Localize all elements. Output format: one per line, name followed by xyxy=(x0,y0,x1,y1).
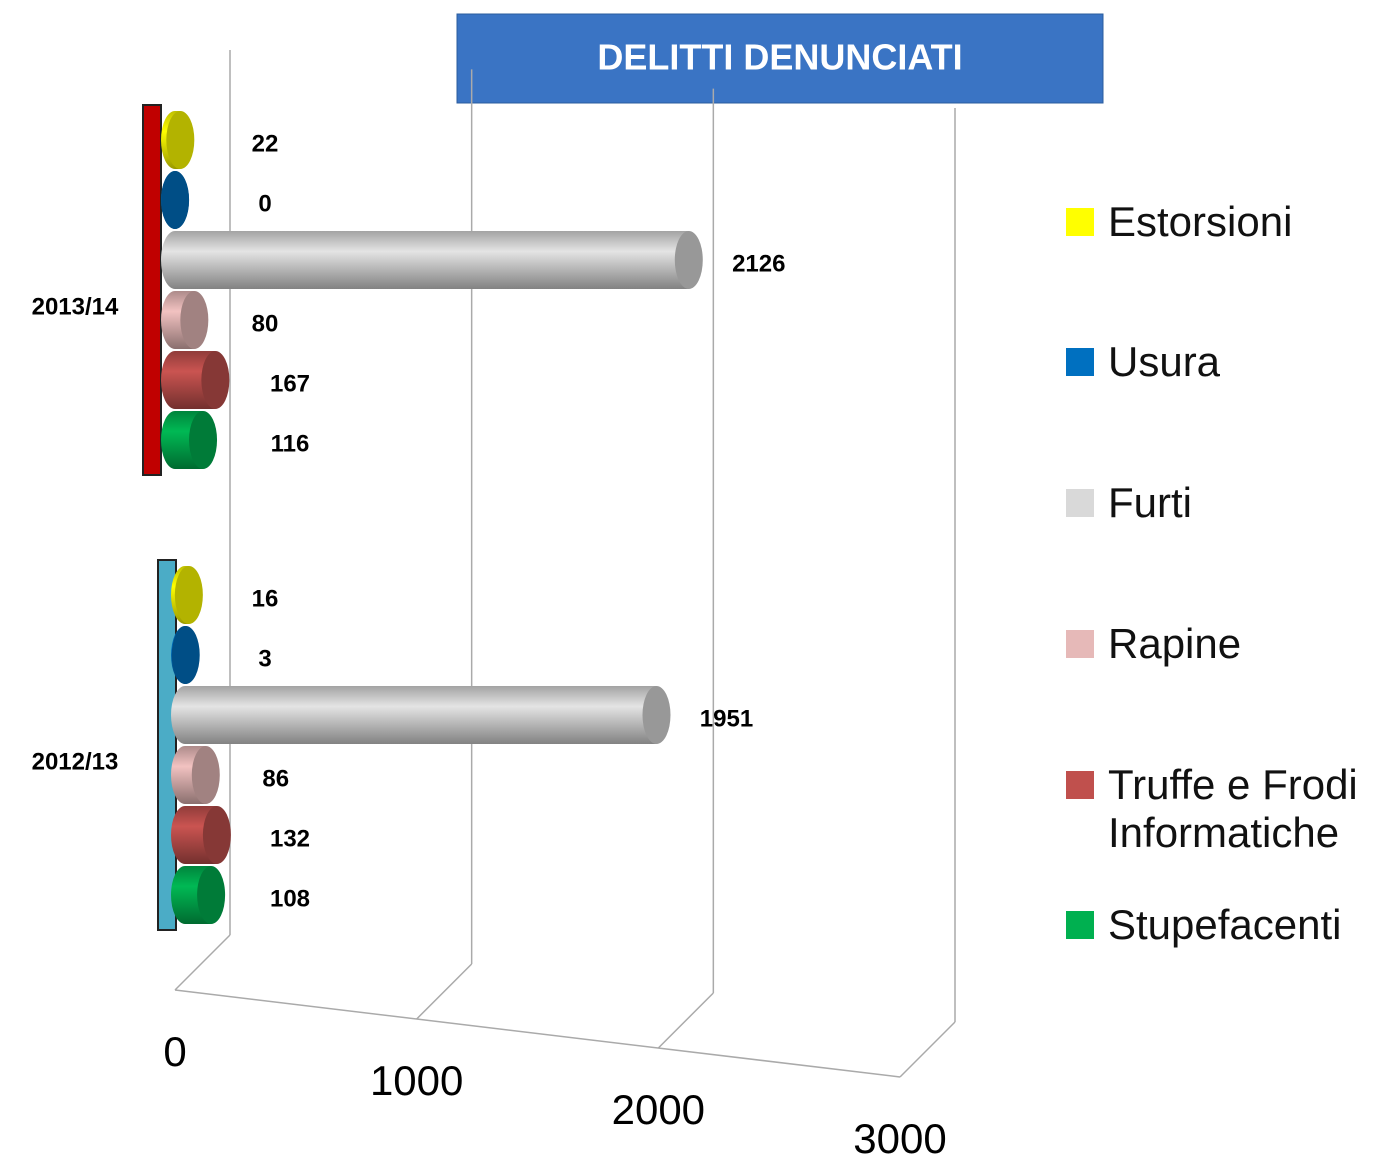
legend-item: Usura xyxy=(1066,338,1386,386)
value-label: 132 xyxy=(270,825,310,852)
bar-cap-right xyxy=(674,231,703,289)
legend-swatch xyxy=(1066,771,1094,799)
bar-cap-right xyxy=(201,351,230,409)
bar-cap-left xyxy=(161,231,189,289)
legend-label: Stupefacenti xyxy=(1108,901,1342,948)
bar xyxy=(161,171,190,229)
value-label: 167 xyxy=(270,370,310,397)
bar xyxy=(171,746,220,804)
legend-item: Truffe e Frodi Informatiche xyxy=(1066,761,1386,857)
y-tick-label: 2013/14 xyxy=(32,293,119,320)
x-tick-label: 3000 xyxy=(853,1115,946,1162)
title-box xyxy=(456,13,1104,104)
bar-cap-right xyxy=(191,746,220,804)
x-tick-label: 2000 xyxy=(612,1086,705,1133)
legend-label: Rapine xyxy=(1108,620,1242,667)
x-tick-label: 1000 xyxy=(370,1057,463,1104)
value-label: 80 xyxy=(252,310,279,337)
bar-cap-right xyxy=(189,411,218,469)
bar-cap-left xyxy=(161,411,189,469)
bar xyxy=(171,566,203,624)
legend-swatch xyxy=(1066,489,1094,517)
value-label: 2126 xyxy=(732,250,785,277)
legend-label: Usura xyxy=(1108,338,1221,385)
bar-cap-right xyxy=(202,806,231,864)
category-band xyxy=(157,559,177,931)
bar-cap-left xyxy=(161,351,189,409)
value-label: 3 xyxy=(258,645,271,672)
legend-item: Furti xyxy=(1066,479,1386,527)
bar xyxy=(171,866,226,924)
legend-swatch xyxy=(1066,911,1094,939)
value-label: 1951 xyxy=(700,705,753,732)
floor-line xyxy=(899,1021,956,1078)
legend-swatch xyxy=(1066,348,1094,376)
floor-line xyxy=(657,992,714,1049)
bar-cap-right xyxy=(161,171,190,229)
bar-body xyxy=(185,686,657,744)
floor-edge xyxy=(174,989,901,1078)
legend-swatch xyxy=(1066,630,1094,658)
floor-line xyxy=(416,963,473,1020)
floor-line xyxy=(174,934,231,991)
bar-cap-left xyxy=(171,806,199,864)
bar-cap-right xyxy=(166,111,195,169)
chart-title: DELITTI DENUNCIATI xyxy=(597,37,962,78)
value-label: 0 xyxy=(258,190,271,217)
legend-label: Furti xyxy=(1108,479,1192,526)
bar-cap-right xyxy=(197,866,226,924)
legend-item: Estorsioni xyxy=(1066,198,1386,246)
bar xyxy=(161,111,195,169)
bar xyxy=(171,626,200,684)
bar xyxy=(161,411,218,469)
legend-item: Stupefacenti xyxy=(1066,901,1386,949)
bar-cap-right xyxy=(174,566,203,624)
bar xyxy=(171,806,231,864)
x-tick-label: 0 xyxy=(163,1028,186,1075)
value-label: 108 xyxy=(270,885,310,912)
value-label: 16 xyxy=(252,585,279,612)
value-label: 116 xyxy=(271,430,310,457)
bar-cap-right xyxy=(171,626,200,684)
legend-label: Estorsioni xyxy=(1108,198,1293,245)
bar-cap-left xyxy=(171,866,199,924)
value-label: 86 xyxy=(262,765,289,792)
bar-cap-right xyxy=(642,686,671,744)
bar-body xyxy=(175,231,689,289)
bar-cap-left xyxy=(171,686,199,744)
y-tick-label: 2012/13 xyxy=(32,748,119,775)
category-band xyxy=(142,104,162,476)
value-label: 22 xyxy=(252,130,279,157)
legend-label: Truffe e Frodi Informatiche xyxy=(1108,761,1358,856)
legend-item: Rapine xyxy=(1066,620,1386,668)
bar xyxy=(161,231,703,289)
bar-cap-right xyxy=(180,291,209,349)
bar xyxy=(161,351,230,409)
legend-swatch xyxy=(1066,208,1094,236)
bar xyxy=(171,686,671,744)
bar-cap-left xyxy=(161,291,189,349)
bar xyxy=(161,291,209,349)
bar-cap-left xyxy=(171,746,199,804)
